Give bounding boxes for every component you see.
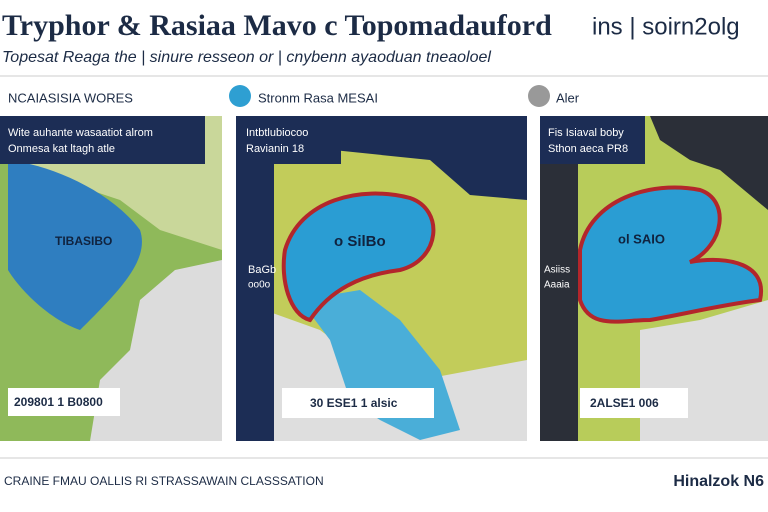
bottom-label: 209801 1 B0800: [14, 395, 103, 409]
caption: Onmesa kat ltagh atle: [8, 143, 115, 155]
map-label: TIBASIBO: [55, 234, 112, 248]
map-panel: Wite auhante wasaatiot alrom Onmesa kat …: [0, 116, 222, 441]
side-label: Asiiss: [544, 265, 570, 276]
legend-label: Aler: [556, 90, 580, 105]
side-label: Aaaia: [544, 280, 570, 291]
side-label: BaGb: [248, 264, 276, 276]
subtitle: Topesat Reaga the | sinure resseon or | …: [2, 49, 491, 66]
label-box: [580, 388, 688, 418]
footer-right: Hinalzok N6: [673, 473, 764, 490]
caption: Fis Isiaval boby: [548, 127, 624, 139]
storm-area: [8, 160, 142, 330]
bottom-label: 2ALSE1 006: [590, 396, 659, 410]
caption: Wite auhante wasaatiot alrom: [8, 127, 153, 139]
title-right: ins | soirn2olg: [592, 13, 740, 40]
map-label: o SilBo: [334, 233, 386, 250]
bottom-label: 30 ESE1 1 alsic: [310, 396, 398, 410]
legend-label: NCAIASISIA WORES: [8, 90, 133, 105]
storm-area: [281, 191, 436, 323]
label-box: [282, 388, 434, 418]
side-bar: [236, 116, 274, 441]
map-panel: Fis Isiaval boby Sthon aeca PR8 ol SAIO …: [540, 116, 768, 441]
footer-left: CRAINE FMAU OALLIS RI STRASSAWAIN CLASSS…: [4, 474, 324, 488]
land: [90, 260, 222, 441]
side-label: oo0o: [248, 280, 271, 291]
map-panel: Intbtlubiocoo Ravianin 18 o SilBo BaGb o…: [236, 116, 527, 441]
caption: Ravianin 18: [246, 143, 304, 155]
side-bar: [540, 116, 578, 441]
caption: Intbtlubiocoo: [246, 127, 308, 139]
title: Tryphor & Rasiaa Mavo c Topomadauford: [2, 9, 552, 42]
map-label: ol SAIO: [618, 231, 665, 246]
caption-box: [540, 116, 645, 164]
land-dark: [650, 116, 768, 210]
storm-area: [578, 185, 764, 324]
legend-label: Stronm Rasa MESAI: [258, 90, 378, 105]
caption: Sthon aeca PR8: [548, 143, 628, 155]
legend-swatch: [528, 85, 550, 107]
caption-box: [236, 116, 341, 164]
caption-box: [0, 116, 205, 164]
label-box: [8, 388, 120, 416]
legend-swatch: [229, 85, 251, 107]
